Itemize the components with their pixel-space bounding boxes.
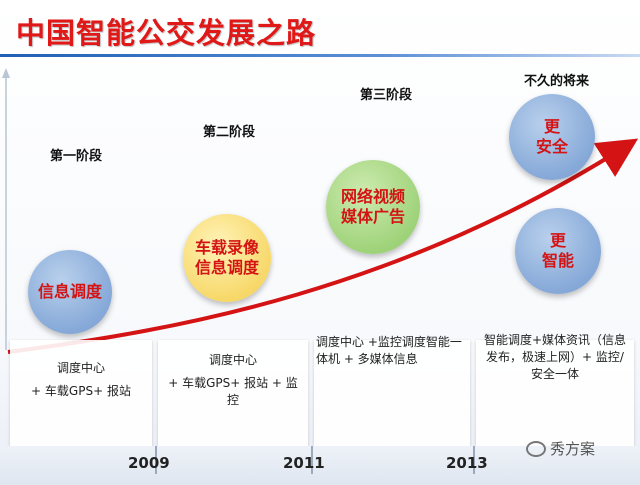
year-tick [473,446,475,474]
phase-3-description: 调度中心 +监控调度智能一体机 + 多媒体信息 [316,335,462,366]
phase-2-label: 第二阶段 [203,125,256,140]
phase-2-bubble: 车载录像 信息调度 [183,214,271,302]
phase-4-bubble-safer: 更安全 [509,94,595,180]
year-tick [155,446,157,474]
phase-1-bubble: 信息调度 [28,250,112,334]
phase-1-column [10,340,152,446]
phase-3-column [314,340,470,446]
phase-2-column [158,340,308,446]
year-label-2013: 2013 [446,454,488,472]
phase-3-label: 第三阶段 [360,88,413,103]
year-label-2009: 2009 [128,454,170,472]
phase-1-description: 调度中心 + 车载GPS+ 报站 [31,361,131,398]
page-title: 中国智能公交发展之路 [16,16,317,50]
watermark-text: 秀方案 [550,440,596,458]
y-axis-arrowhead [2,68,10,78]
year-tick [311,446,313,474]
title-divider [0,54,640,57]
phase-4-description: 智能调度+媒体资讯（信息发布，极速上网）+ 监控/安全一体 [483,333,627,381]
watermark: 秀方案 [526,438,595,459]
phase-4-label: 不久的将来 [524,74,590,89]
wechat-icon [526,440,546,457]
phase-4-bubble-smarter: 更智能 [515,208,601,294]
phase-2-description: 调度中心 + 车载GPS+ 报站 + 监控 [168,353,298,407]
phase-3-bubble: 网络视频 媒体广告 [326,160,420,254]
phase-1-label: 第一阶段 [50,149,103,164]
year-label-2011: 2011 [283,454,325,472]
phase-4-column [476,340,634,446]
